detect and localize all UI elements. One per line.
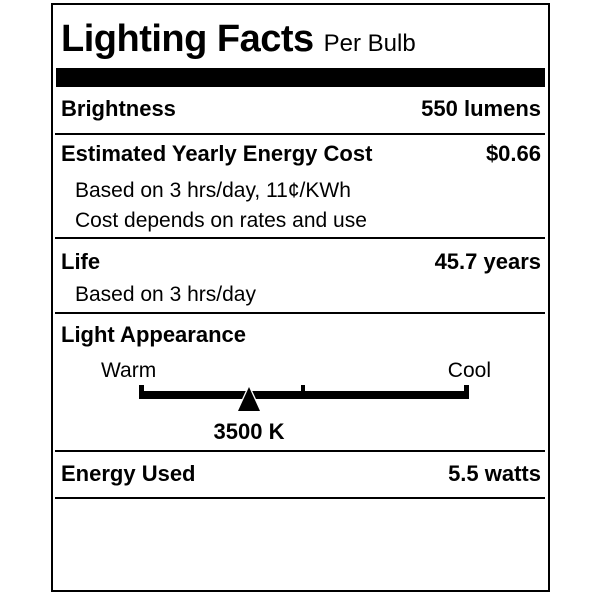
brightness-value: 550 lumens [421, 96, 541, 121]
energy-cost-label: Estimated Yearly Energy Cost [61, 141, 373, 166]
lighting-facts-label: Lighting Facts Per Bulb Brightness 550 l… [51, 3, 550, 592]
energy-cost-note-basis: Based on 3 hrs/day, 11¢/KWh [75, 179, 351, 202]
light-appearance-label: Light Appearance [61, 322, 246, 347]
header-separator-bar [56, 68, 545, 87]
kelvin-value: 3500 K [213, 419, 285, 444]
life-label: Life [61, 249, 101, 274]
life-value: 45.7 years [434, 249, 541, 274]
scale-right-cap [464, 385, 469, 399]
row-divider [55, 133, 545, 135]
life-note-basis: Based on 3 hrs/day [75, 283, 256, 306]
row-divider [55, 450, 545, 452]
energy-cost-value: $0.66 [485, 141, 541, 166]
kelvin-marker-icon [236, 384, 262, 412]
energy-used-label: Energy Used [61, 461, 196, 486]
brightness-label: Brightness [61, 96, 176, 121]
row-divider [55, 312, 545, 314]
row-divider [55, 497, 545, 499]
label-header: Lighting Facts Per Bulb [61, 20, 416, 58]
label-title: Lighting Facts [61, 18, 314, 60]
warm-label: Warm [101, 359, 157, 382]
row-divider [55, 237, 545, 239]
kelvin-marker-fill [238, 387, 260, 411]
scale-left-cap [139, 385, 144, 399]
cool-label: Cool [447, 359, 491, 382]
energy-cost-note-disclaimer: Cost depends on rates and use [75, 209, 367, 232]
scale-mid-tick [301, 385, 305, 396]
label-subtitle: Per Bulb [323, 30, 416, 57]
energy-used-value: 5.5 watts [448, 461, 541, 486]
